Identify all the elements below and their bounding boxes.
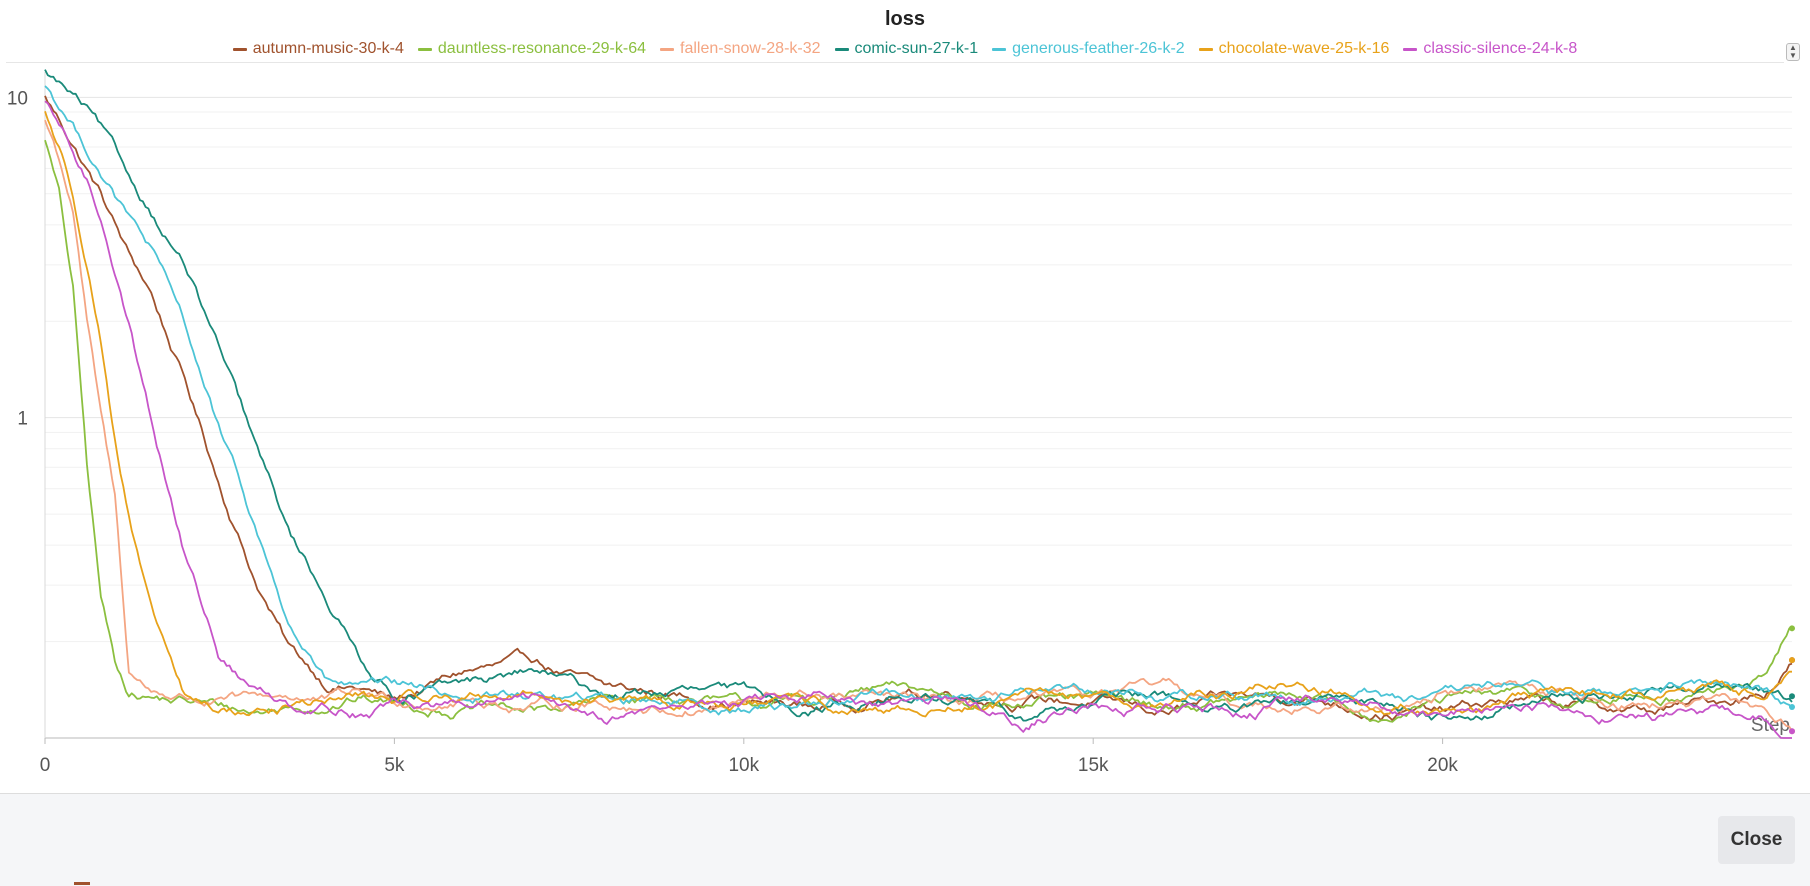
- x-tick-label: 5k: [384, 755, 405, 776]
- legend-swatch: [660, 47, 675, 51]
- legend-label: fallen-snow-28-k-32: [680, 40, 821, 57]
- y-tick-label: 1: [17, 409, 28, 430]
- series-line-generous-feather-26-k-2: [44, 85, 1793, 716]
- legend-swatch: [1198, 47, 1213, 51]
- chart-legend: autumn-music-30-k-4 dauntless-resonance-2…: [0, 40, 1810, 58]
- legend-item[interactable]: dauntless-resonance-29-k-64: [417, 40, 647, 58]
- legend-swatch-peek: [74, 882, 90, 885]
- x-tick-label: 15k: [1078, 755, 1109, 776]
- chart-panel: loss autumn-music-30-k-4 dauntless-resona…: [0, 0, 1810, 793]
- x-tick-label: 0: [40, 755, 51, 776]
- legend-label: generous-feather-26-k-2: [1012, 40, 1185, 57]
- legend-swatch: [992, 47, 1007, 51]
- series-end-point-comic-sun-27-k-1: [1789, 693, 1795, 700]
- legend-swatch: [417, 47, 432, 51]
- legend-item[interactable]: fallen-snow-28-k-32: [660, 40, 821, 58]
- legend-item[interactable]: generous-feather-26-k-2: [992, 40, 1185, 58]
- legend-item[interactable]: classic-silence-24-k-8: [1403, 40, 1577, 58]
- x-tick-label: 10k: [728, 755, 759, 776]
- series-line-autumn-music-30-k-4: [44, 95, 1793, 721]
- legend-swatch: [232, 47, 247, 51]
- series-line-dauntless-resonance-29-k-64: [44, 139, 1793, 723]
- x-tick-label: 20k: [1427, 755, 1458, 776]
- legend-label: chocolate-wave-25-k-16: [1218, 40, 1390, 57]
- series-end-point-generous-feather-26-k-2: [1789, 703, 1795, 710]
- legend-label: dauntless-resonance-29-k-64: [437, 40, 647, 57]
- series-end-point-classic-silence-24-k-8: [1789, 728, 1795, 735]
- dialog-footer: Close: [0, 793, 1810, 886]
- legend-item[interactable]: comic-sun-27-k-1: [834, 40, 979, 58]
- series-line-classic-silence-24-k-8: [44, 100, 1792, 739]
- series-line-fallen-snow-28-k-32: [44, 119, 1793, 732]
- legend-item[interactable]: chocolate-wave-25-k-16: [1198, 40, 1390, 58]
- series-line-chocolate-wave-25-k-16: [44, 111, 1792, 718]
- close-button[interactable]: Close: [1718, 816, 1795, 864]
- series-end-point-chocolate-wave-25-k-16: [1789, 657, 1795, 664]
- legend-swatch: [1403, 47, 1418, 51]
- series-line-comic-sun-27-k-1: [44, 69, 1793, 722]
- legend-label: autumn-music-30-k-4: [252, 40, 404, 57]
- legend-item[interactable]: autumn-music-30-k-4: [232, 40, 404, 58]
- series-end-point-dauntless-resonance-29-k-64: [1789, 625, 1795, 632]
- legend-swatch: [834, 47, 849, 51]
- chart-title: loss: [884, 8, 926, 30]
- legend-divider: [6, 62, 1784, 63]
- legend-scroll-icon[interactable]: ▲ ▼: [1786, 43, 1800, 61]
- y-tick-label: 10: [7, 88, 28, 109]
- legend-label: classic-silence-24-k-8: [1423, 40, 1578, 57]
- legend-label: comic-sun-27-k-1: [854, 40, 979, 57]
